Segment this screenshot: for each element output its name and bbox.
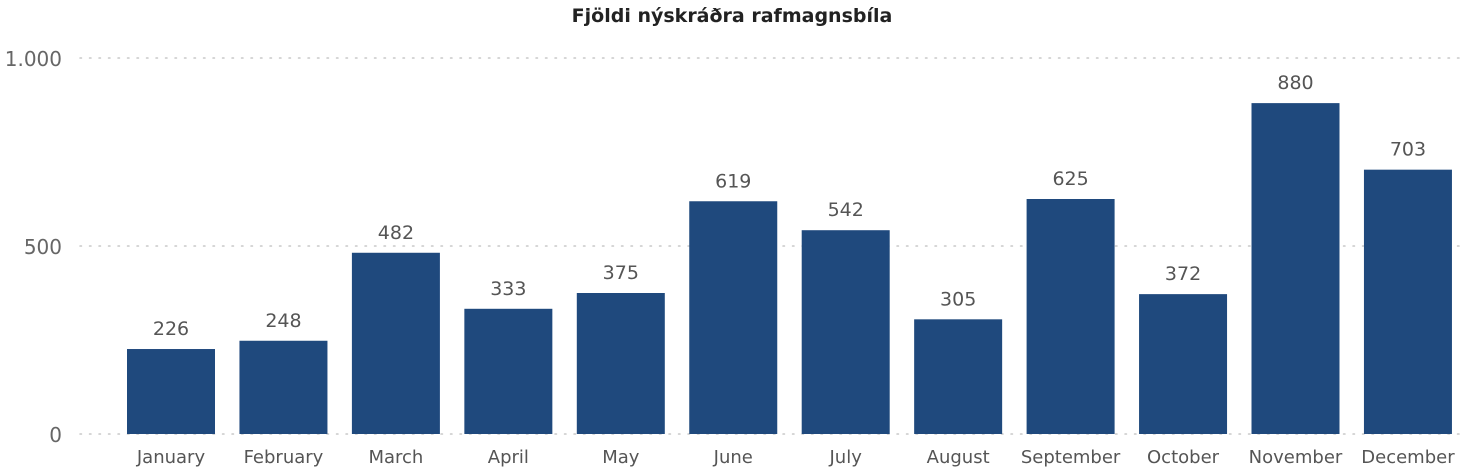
bar-october[interactable]: [1139, 294, 1228, 434]
data-label: 703: [1390, 139, 1426, 161]
data-label: 372: [1165, 263, 1201, 285]
bar-december[interactable]: [1363, 169, 1452, 434]
bar-august[interactable]: [914, 319, 1003, 434]
x-tick-label: June: [713, 447, 753, 468]
x-tick-label: May: [602, 447, 640, 468]
x-tick-label: February: [244, 447, 324, 468]
x-tick-label: September: [1021, 447, 1121, 468]
bar-april[interactable]: [464, 308, 553, 434]
data-label: 226: [153, 318, 189, 340]
bar-september[interactable]: [1026, 199, 1115, 434]
bar-february[interactable]: [239, 340, 328, 434]
data-label: 625: [1052, 168, 1088, 190]
y-tick-label: 1.000: [5, 47, 62, 71]
data-label: 375: [603, 262, 639, 284]
bar-january[interactable]: [127, 349, 215, 434]
x-tick-label: July: [829, 447, 863, 468]
x-tick-label: August: [927, 447, 990, 468]
x-tick-label: October: [1147, 447, 1220, 468]
x-tick-label: March: [368, 447, 423, 468]
bar-june[interactable]: [689, 201, 778, 434]
x-tick-label: December: [1361, 447, 1455, 468]
y-tick-label: 0: [49, 423, 62, 447]
bar-march[interactable]: [351, 252, 440, 434]
bar-july[interactable]: [801, 230, 890, 434]
x-tick-label: November: [1249, 447, 1343, 468]
data-label: 482: [378, 222, 414, 244]
data-label: 542: [828, 199, 864, 221]
chart-title: Fjöldi nýskráðra rafmagnsbíla: [572, 5, 893, 27]
x-tick-label: April: [488, 447, 529, 468]
bar-november[interactable]: [1251, 103, 1340, 435]
data-label: 619: [715, 170, 751, 192]
x-tick-label: January: [136, 447, 206, 468]
data-label: 248: [265, 310, 301, 332]
data-label: 305: [940, 288, 976, 310]
data-label: 880: [1277, 72, 1313, 94]
bar-may[interactable]: [576, 293, 665, 434]
data-label: 333: [490, 278, 526, 300]
y-tick-label: 500: [24, 235, 62, 259]
